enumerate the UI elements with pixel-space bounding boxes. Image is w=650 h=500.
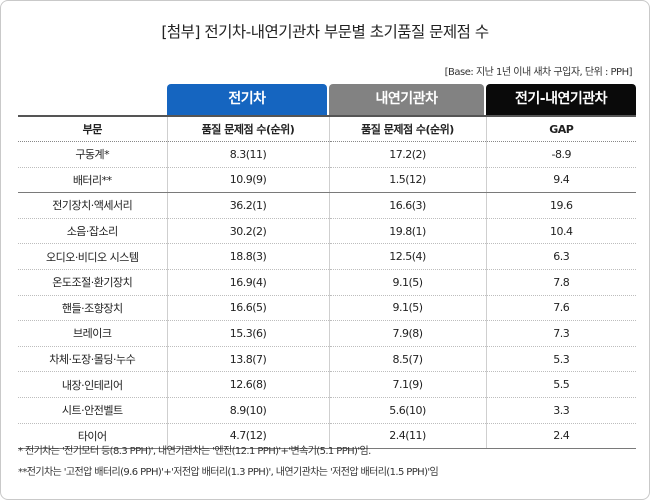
cell-ev: 15.3(6) <box>166 320 329 347</box>
cell-ev: 18.8(3) <box>166 243 329 270</box>
cell-category: 배터리** <box>18 167 167 194</box>
footnote-1: * 전기차는 '전기모터 등(8.3 PPH)', 내연기관차는 '엔진(12.… <box>18 446 371 457</box>
cell-ev: 36.2(1) <box>166 192 329 219</box>
cell-gap: 3.3 <box>485 397 636 424</box>
cell-gap: 9.4 <box>485 167 636 194</box>
cell-gap: 6.3 <box>485 243 636 270</box>
cell-category: 구동계* <box>18 141 167 168</box>
cell-gap: 2.4 <box>485 423 636 450</box>
cell-gap: 19.6 <box>485 192 636 219</box>
cell-ice: 19.8(1) <box>328 218 486 245</box>
column-header-gap: GAP <box>485 115 636 142</box>
cell-category: 전기장치·액세서리 <box>18 192 167 219</box>
cell-ev: 8.9(10) <box>166 397 329 424</box>
table-row: 소음·잡소리 30.2(2) 19.8(1) 10.4 <box>18 218 636 245</box>
cell-ev: 12.6(8) <box>166 371 329 398</box>
cell-ice: 9.1(5) <box>328 295 486 322</box>
cell-ice: 12.5(4) <box>328 243 486 270</box>
table-row: 핸들·조향장치 16.6(5) 9.1(5) 7.6 <box>18 295 636 322</box>
cell-gap: 10.4 <box>485 218 636 245</box>
cell-category: 소음·잡소리 <box>18 218 167 245</box>
cell-category: 오디오·비디오 시스템 <box>18 243 167 270</box>
base-note: [Base: 지난 1년 이내 새차 구입자, 단위 : PPH] <box>444 67 633 78</box>
cell-category: 핸들·조향장치 <box>18 295 167 322</box>
column-header-ice: 품질 문제점 수(순위) <box>328 115 486 142</box>
table-row: 브레이크 15.3(6) 7.9(8) 7.3 <box>18 320 636 347</box>
cell-gap: 7.6 <box>485 295 636 322</box>
cell-category: 온도조절·환기장치 <box>18 269 167 296</box>
table-row: 오디오·비디오 시스템 18.8(3) 12.5(4) 6.3 <box>18 243 636 270</box>
cell-gap: 7.8 <box>485 269 636 296</box>
cell-category: 차체·도장·몰딩·누수 <box>18 346 167 373</box>
footnote-2: **전기차는 '고전압 배터리(9.6 PPH)'+'저전압 배터리(1.3 P… <box>18 467 439 478</box>
table-row: 배터리** 10.9(9) 1.5(12) 9.4 <box>18 167 636 194</box>
page-title: [첨부] 전기차-내연기관차 부문별 초기품질 문제점 수 <box>161 23 489 41</box>
cell-gap: 7.3 <box>485 320 636 347</box>
cell-gap: -8.9 <box>485 141 636 168</box>
cell-ev: 30.2(2) <box>166 218 329 245</box>
cell-category: 타이어 <box>18 423 167 450</box>
group-header-ev: 전기차 <box>167 84 327 115</box>
table-row: 차체·도장·몰딩·누수 13.8(7) 8.5(7) 5.3 <box>18 346 636 373</box>
cell-ice: 16.6(3) <box>328 192 486 219</box>
group-header-gap: 전기-내연기관차 <box>486 84 636 115</box>
table-row: 온도조절·환기장치 16.9(4) 9.1(5) 7.8 <box>18 269 636 296</box>
column-header-category: 부문 <box>18 115 167 142</box>
table-row: 내장·인테리어 12.6(8) 7.1(9) 5.5 <box>18 371 636 398</box>
cell-ice: 1.5(12) <box>328 167 486 194</box>
cell-ice: 8.5(7) <box>328 346 486 373</box>
cell-ev: 10.9(9) <box>166 167 329 194</box>
table-header-row: 부문 품질 문제점 수(순위) 품질 문제점 수(순위) GAP <box>18 115 636 142</box>
column-header-ev: 품질 문제점 수(순위) <box>166 115 329 142</box>
table-row: 전기장치·액세서리 36.2(1) 16.6(3) 19.6 <box>18 192 636 219</box>
cell-category: 내장·인테리어 <box>18 371 167 398</box>
quality-table: 부문 품질 문제점 수(순위) 품질 문제점 수(순위) GAP 구동계* 8.3… <box>18 115 636 450</box>
cell-ev: 16.9(4) <box>166 269 329 296</box>
cell-ev: 16.6(5) <box>166 295 329 322</box>
group-header-ice: 내연기관차 <box>329 84 484 115</box>
table-row: 시트·안전벨트 8.9(10) 5.6(10) 3.3 <box>18 397 636 424</box>
cell-ice: 17.2(2) <box>328 141 486 168</box>
cell-ice: 7.1(9) <box>328 371 486 398</box>
cell-gap: 5.5 <box>485 371 636 398</box>
cell-category: 시트·안전벨트 <box>18 397 167 424</box>
cell-ice: 5.6(10) <box>328 397 486 424</box>
table-row: 구동계* 8.3(11) 17.2(2) -8.9 <box>18 141 636 168</box>
cell-ice: 2.4(11) <box>328 423 486 450</box>
table-row: 타이어 4.7(12) 2.4(11) 2.4 <box>18 423 636 450</box>
cell-category: 브레이크 <box>18 320 167 347</box>
cell-ev: 13.8(7) <box>166 346 329 373</box>
cell-ev: 4.7(12) <box>166 423 329 450</box>
cell-ice: 9.1(5) <box>328 269 486 296</box>
cell-ice: 7.9(8) <box>328 320 486 347</box>
cell-ev: 8.3(11) <box>166 141 329 168</box>
table-body: 구동계* 8.3(11) 17.2(2) -8.9 배터리** 10.9(9) 1.5(12… <box>18 141 636 450</box>
cell-gap: 5.3 <box>485 346 636 373</box>
